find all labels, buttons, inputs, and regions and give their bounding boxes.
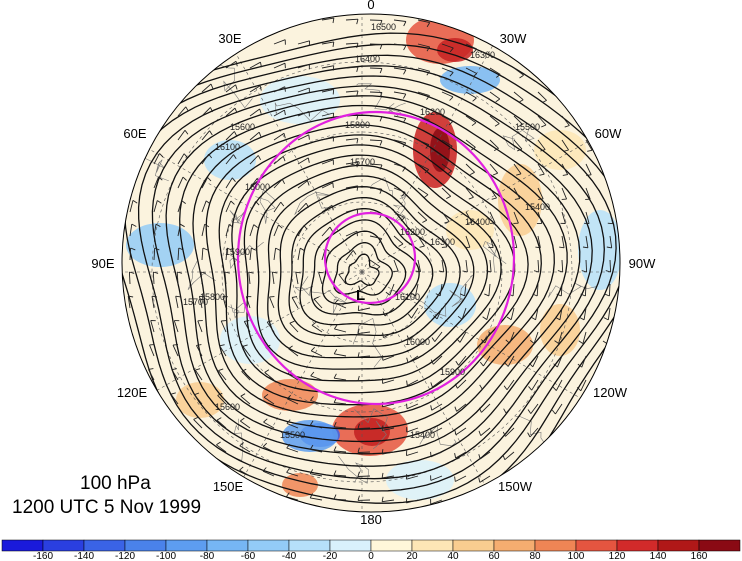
contour-label: 16200 [400, 227, 425, 237]
lon-label-30w: 30W [500, 31, 527, 46]
colorbar-bin [698, 539, 741, 552]
contour-label: 15700 [350, 157, 375, 167]
colorbar-tick-label: -100 [156, 551, 176, 561]
lon-label-0: 0 [367, 0, 374, 12]
contour-label: 16400 [465, 217, 490, 227]
colorbar-tick-label: -20 [323, 551, 338, 561]
colorbar-bin [616, 539, 659, 552]
contour-label: 15700 [183, 297, 208, 307]
colorbar-tick-label: 60 [488, 551, 500, 561]
contour-label: 16300 [430, 237, 455, 247]
contour-label: 15800 [345, 120, 370, 130]
contour-label: 15400 [410, 430, 435, 440]
colorbar-bin [83, 539, 126, 552]
pressure-level-caption: 100 hPa [80, 473, 151, 494]
colorbar-bin [575, 539, 618, 552]
colorbar-bin [329, 539, 372, 552]
colorbar-tick-label: 140 [650, 551, 667, 561]
lon-label-120w: 120W [593, 385, 628, 400]
colorbar-tick-label: 80 [529, 551, 541, 561]
colorbar-bin [288, 539, 331, 552]
inner-latitude-circle [323, 211, 417, 305]
lon-label-150w: 150W [498, 479, 533, 494]
contour-label: 15400 [525, 202, 550, 212]
lon-label-180: 180 [360, 512, 382, 527]
contour-label: 16000 [245, 182, 270, 192]
colorbar-bin [411, 539, 454, 552]
low-pressure-marker: L [356, 287, 365, 304]
colorbar-bin [42, 539, 85, 552]
contour-label: 16400 [355, 54, 380, 64]
colorbar-bin [452, 539, 495, 552]
colorbar-bin [534, 539, 577, 552]
latitude-circles [236, 110, 516, 406]
colorbar-tick-label: 160 [691, 551, 708, 561]
outer-latitude-circle [236, 110, 516, 406]
lon-label-90w: 90W [629, 256, 656, 271]
lon-label-30e: 30E [218, 31, 241, 46]
colorbar-bin [493, 539, 536, 552]
colorbar-tick-label: -120 [115, 551, 135, 561]
colorbar-tick-label: -140 [74, 551, 94, 561]
colorbar-tick-label: 100 [568, 551, 585, 561]
colorbar-tick-label: -160 [33, 551, 53, 561]
contour-label: 16100 [395, 292, 420, 302]
colorbar: -160 -140 -120 -100 -80 -60 -40 -20 0 20 40 60 80 100… [1, 539, 741, 561]
coastlines [140, 63, 598, 484]
colorbar-tick-label: 120 [609, 551, 626, 561]
colorbar-tick-label: 20 [406, 551, 418, 561]
colorbar-bin [124, 539, 167, 552]
longitude-labels: 0 30W 60W 90W 120W 150W 180 150E 120E 90E 60E 30E [91, 0, 656, 527]
lon-label-60w: 60W [595, 126, 622, 141]
contour-label: 15800 [200, 292, 225, 302]
colorbar-bin [1, 539, 44, 552]
polar-map-disk: 16500 16400 16300 16200 16100 16000 15900 15800… [122, 14, 620, 512]
contour-labels: 16500 16400 16300 16200 16100 16000 15900 15800… [183, 22, 550, 500]
contour-label: 15900 [225, 247, 250, 257]
colorbar-tick-label: -80 [200, 551, 215, 561]
map-boundary [121, 13, 621, 513]
contour-label: 16500 [371, 22, 396, 32]
colorbar-bin [657, 539, 700, 552]
anomaly-shading [122, 14, 620, 512]
colorbar-bin [165, 539, 208, 552]
lon-label-120e: 120E [117, 385, 148, 400]
contour-label: 16100 [215, 142, 240, 152]
colorbar-tick-label: 40 [447, 551, 459, 561]
contour-label: 15600 [230, 122, 255, 132]
contour-label: 15600 [215, 402, 240, 412]
contour-label: 16000 [405, 337, 430, 347]
contour-label: 15500 [280, 430, 305, 440]
colorbar-tick-label: -40 [282, 551, 297, 561]
lon-label-90e: 90E [91, 256, 114, 271]
contour-label: 15900 [440, 367, 465, 377]
colorbar-bin [370, 539, 413, 552]
valid-time-caption: 1200 UTC 5 Nov 1999 [12, 497, 202, 518]
colorbar-tick-label: -60 [241, 551, 256, 561]
contour-label: 15500 [515, 122, 540, 132]
lon-label-150e: 150E [213, 479, 244, 494]
colorbar-bin [206, 539, 249, 552]
colorbar-bin [247, 539, 290, 552]
colorbar-tick-label: 0 [368, 551, 374, 561]
contour-label: 16300 [470, 50, 495, 60]
contour-label: 16200 [420, 107, 445, 117]
contour-label: 16500 [470, 490, 495, 500]
lon-label-60e: 60E [123, 126, 146, 141]
wind-barbs [127, 17, 614, 505]
